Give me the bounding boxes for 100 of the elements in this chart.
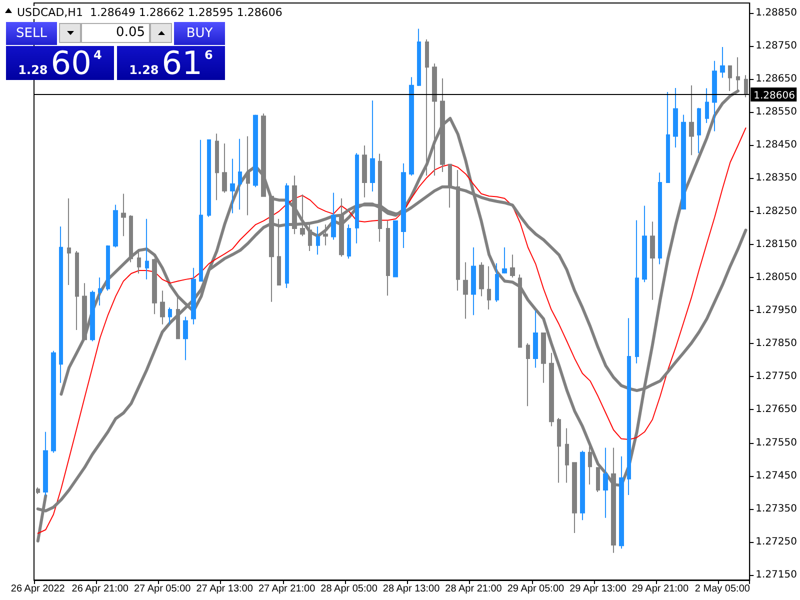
candlestick (238, 138, 242, 210)
candlestick (113, 204, 118, 248)
candlestick (705, 88, 709, 124)
candlestick (82, 282, 87, 340)
candlestick (137, 248, 141, 274)
y-tick-label: 1.28350 (756, 172, 798, 184)
candlestick (253, 114, 258, 188)
candlestick (347, 224, 351, 260)
y-tick-label: 1.27750 (756, 371, 798, 382)
candlestick (401, 162, 406, 249)
x-tick-label: 2 May 05:00 (694, 584, 750, 594)
candlestick (51, 350, 56, 454)
candlestick (479, 262, 484, 297)
candlestick (199, 139, 203, 282)
candlestick (36, 486, 40, 495)
candlestick (370, 100, 375, 192)
chart-title: USDCAD,H1 1.28649 1.28662 1.28595 1.28606 (17, 6, 282, 19)
y-tick-label: 1.27350 (756, 503, 798, 514)
candlestick (596, 467, 600, 493)
candlestick (98, 276, 102, 306)
candlestick (160, 290, 165, 325)
candlestick (145, 218, 149, 280)
x-tick-label: 29 Apr 05:00 (507, 584, 565, 594)
x-tick-label: 28 Apr 05:00 (320, 584, 378, 594)
candlestick (635, 220, 639, 364)
candlestick (222, 143, 227, 194)
x-tick-label: 26 Apr 2022 (10, 584, 66, 594)
candlestick (580, 450, 585, 521)
lot-size-field: 0.05 (81, 23, 150, 43)
candlestick (712, 60, 717, 132)
candlestick (689, 84, 694, 156)
y-tick-label: 1.28550 (756, 106, 798, 118)
candlestick (308, 224, 312, 252)
candlestick (642, 205, 647, 283)
candlestick (487, 266, 491, 310)
annotation: 4 (93, 48, 102, 62)
candlestick (409, 76, 414, 176)
y-tick-label: 1.28250 (756, 206, 798, 217)
candlestick (393, 220, 398, 278)
candlestick (323, 224, 328, 246)
candlestick (681, 114, 686, 210)
x-tick-label: 27 Apr 21:00 (258, 584, 316, 594)
y-tick-label: 1.28150 (756, 238, 798, 250)
candlestick (215, 133, 219, 201)
candlestick (666, 91, 670, 184)
candlestick (230, 158, 235, 214)
candlestick (43, 431, 48, 496)
y-tick-label: 1.27550 (756, 437, 798, 448)
candlestick (502, 246, 507, 274)
candlestick (121, 193, 126, 237)
candlestick (533, 310, 538, 368)
y-tick-label: 1.27250 (756, 536, 798, 548)
candlestick (59, 226, 63, 384)
y-tick-label: 1.27950 (756, 305, 798, 316)
candlestick (300, 194, 305, 237)
candlestick (510, 254, 515, 278)
annotation: 6 (204, 48, 213, 62)
candlestick (619, 456, 624, 550)
y-tick-label: 1.28450 (756, 140, 798, 151)
candlestick (90, 290, 95, 342)
x-tick-label: 29 Apr 21:00 (632, 584, 689, 594)
candlestick (277, 218, 281, 286)
candlestick (728, 65, 732, 92)
x-tick-label: 27 Apr 13:00 (196, 584, 254, 594)
candlestick (67, 198, 71, 286)
candlestick (183, 316, 188, 361)
candlestick (549, 352, 554, 427)
candlestick (339, 198, 344, 258)
candlestick (417, 28, 421, 86)
candlestick (285, 182, 289, 289)
x-tick-label: 29 Apr 13:00 (570, 584, 627, 594)
annotation: 1.28 (18, 63, 48, 77)
annotation: 1.28 (129, 63, 159, 77)
y-tick-label: 1.27450 (756, 470, 798, 482)
candlestick (331, 192, 336, 240)
candlestick (541, 332, 546, 384)
candlestick (471, 246, 476, 316)
candlestick (191, 267, 196, 325)
candlestick (269, 196, 274, 302)
candlestick (603, 447, 608, 518)
candlestick (572, 462, 577, 534)
y-tick-label: 1.28050 (756, 272, 798, 283)
candlestick (673, 87, 678, 148)
buy-button: BUY (174, 22, 225, 45)
x-tick-label: 26 Apr 21:00 (72, 584, 129, 594)
y-tick-label: 1.27650 (756, 404, 798, 416)
candlestick (565, 428, 569, 484)
y-tick-label: 1.28850 (756, 7, 798, 18)
candlestick (650, 221, 655, 300)
y-tick-label: 1.27850 (756, 338, 798, 350)
candlestick (463, 262, 468, 320)
x-tick-label: 27 Apr 05:00 (134, 584, 192, 594)
x-tick-label: 28 Apr 13:00 (382, 584, 440, 594)
sell-button: SELL (6, 22, 57, 45)
candlestick (316, 226, 320, 256)
candlestick (207, 139, 211, 218)
candlestick (744, 74, 748, 98)
y-tick-label: 1.28650 (756, 74, 798, 85)
candlestick (518, 274, 522, 348)
candlestick (557, 417, 561, 484)
